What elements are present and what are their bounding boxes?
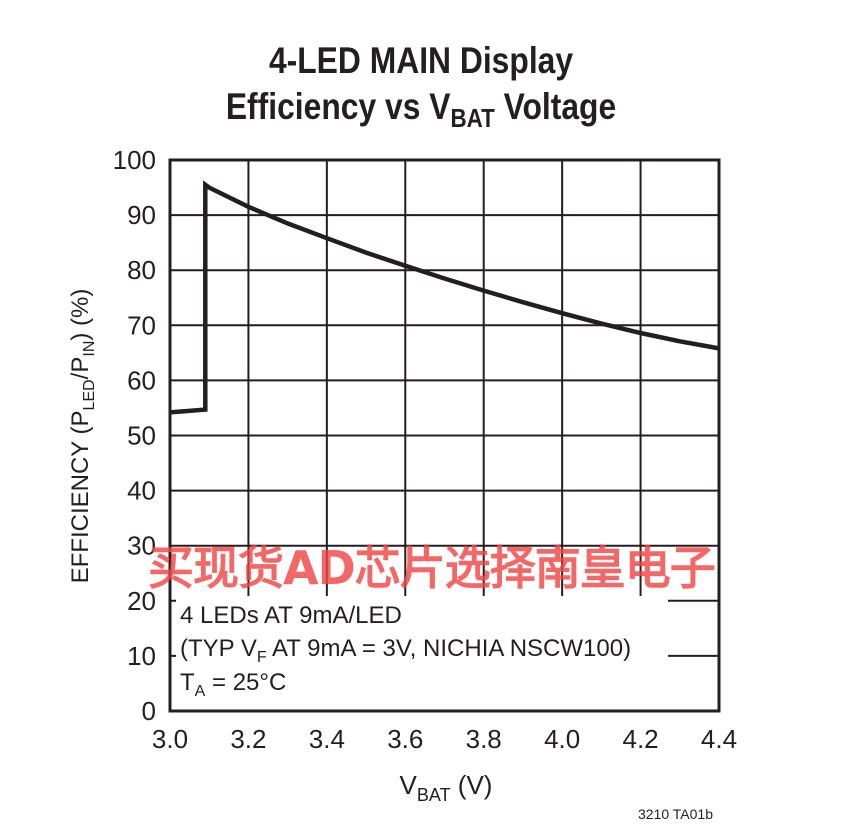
x-tick-label: 3.2 xyxy=(230,724,266,754)
annotation-line3: TA = 25°C xyxy=(180,669,286,700)
figure-code: 3210 TA01b xyxy=(638,806,713,822)
y-tick-label: 30 xyxy=(127,531,156,561)
y-axis-label: EFFICIENCY (PLED/PIN) (%) xyxy=(67,289,98,584)
annotation-background xyxy=(176,596,668,712)
x-tick-label: 3.6 xyxy=(387,724,423,754)
y-tick-label: 40 xyxy=(127,476,156,506)
x-tick-label: 3.4 xyxy=(309,724,345,754)
y-tick-label: 0 xyxy=(142,696,156,726)
x-tick-label: 3.8 xyxy=(466,724,502,754)
y-tick-label: 50 xyxy=(127,421,156,451)
x-tick-label: 4.4 xyxy=(701,724,737,754)
x-tick-label: 3.0 xyxy=(152,724,188,754)
y-tick-label: 70 xyxy=(127,310,156,340)
y-tick-label: 80 xyxy=(127,255,156,285)
chart-title-line2: Efficiency vs VBAT Voltage xyxy=(225,86,617,133)
efficiency-curve xyxy=(169,180,720,415)
annotation-line1: 4 LEDs AT 9mA/LED xyxy=(180,602,402,629)
y-tick-label: 90 xyxy=(127,200,156,230)
plot-frame xyxy=(168,158,721,713)
chart-title-line1: 4-LED MAIN Display xyxy=(268,40,574,81)
x-tick-label: 4.0 xyxy=(544,724,580,754)
y-tick-label: 60 xyxy=(127,365,156,395)
watermark-text: 买现货AD芯片选择南皇电子 xyxy=(148,541,716,595)
x-axis-label: VBAT (V) xyxy=(400,770,493,805)
y-tick-labels: 0 10 20 30 40 50 60 70 80 90 100 xyxy=(113,145,156,726)
x-tick-labels: 3.0 3.2 3.4 3.6 3.8 4.0 4.2 4.4 xyxy=(152,724,737,754)
y-tick-label: 20 xyxy=(127,586,156,616)
y-tick-label: 10 xyxy=(127,641,156,671)
annotation-line2: (TYP VF AT 9mA = 3V, NICHIA NSCW100) xyxy=(180,635,631,666)
y-tick-label: 100 xyxy=(113,145,156,175)
x-tick-label: 4.2 xyxy=(622,724,658,754)
